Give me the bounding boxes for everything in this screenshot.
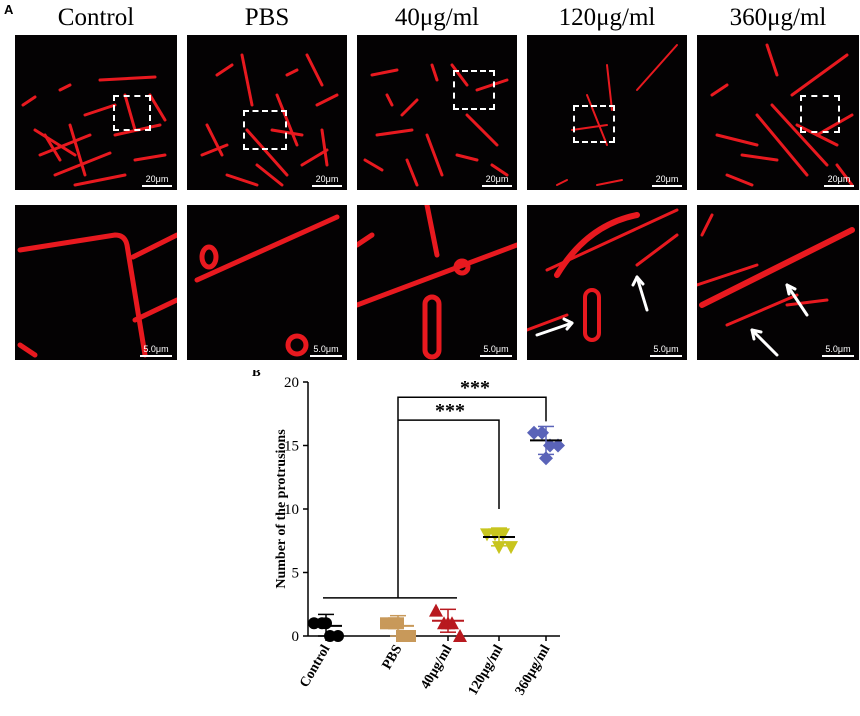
scale-bar-overview-120: 20μm [652,174,682,187]
column-label-120: 120μg/ml [558,4,656,31]
zoom-region-box [243,110,287,150]
column-label-40: 40μg/ml [394,4,480,31]
data-point [535,425,549,440]
column-label-360: 360μg/ml [729,4,827,31]
y-tick-label: 5 [292,566,300,582]
scale-label: 20μm [315,174,339,184]
scale-bar-overview-pbs: 20μm [312,174,342,187]
scale-label: 20μm [655,174,679,184]
significance-label-120: *** [435,400,465,422]
scale-bar-overview-40: 20μm [482,174,512,187]
x-tick-label: 40μg/ml [418,642,455,691]
micrograph-zoom-40: 5.0μm [357,205,517,360]
scale-label: 20μm [485,174,509,184]
scale-bar-zoom-40: 5.0μm [480,344,512,357]
micrograph-overview-40: 20μm [357,35,517,190]
scale-label: 20μm [827,174,851,184]
scale-bar-zoom-120: 5.0μm [650,344,682,357]
x-tick-label: 360μg/ml [513,642,554,698]
zoom-region-box [453,70,495,110]
panel-b-letter: B [252,370,261,379]
x-tick-label: 120μg/ml [466,642,507,698]
scale-bar-zoom-control: 5.0μm [140,344,172,357]
y-tick-label: 20 [284,375,299,391]
micrograph-zoom-360: 5.0μm [697,205,859,360]
scale-label: 5.0μm [825,344,851,354]
scale-label: 5.0μm [483,344,509,354]
y-tick-label: 15 [284,439,299,455]
zoom-region-box [573,105,615,143]
data-point [492,541,506,555]
data-point [504,541,518,555]
column-label-control: Control [57,4,135,31]
significance-bracket-360 [397,396,547,598]
y-tick-label: 0 [292,629,300,645]
micrograph-overview-control: 20μm [15,35,177,190]
micrograph-overview-pbs: 20μm [187,35,347,190]
data-point [527,425,541,440]
column-label-pbs: PBS [244,4,290,31]
significance-label-360: *** [460,377,490,399]
scale-label: 5.0μm [313,344,339,354]
panel-a-letter: A [4,2,14,17]
micrograph-zoom-120: 5.0μm [527,205,687,360]
micrograph-overview-120: 20μm [527,35,687,190]
scale-bar-overview-360: 20μm [824,174,854,187]
scale-label: 20μm [145,174,169,184]
x-tick-label: Control [297,642,333,690]
scale-bar-zoom-pbs: 5.0μm [310,344,342,357]
zoom-region-box [113,95,151,131]
y-axis-label: Number of the protrusions [274,429,289,589]
scale-label: 5.0μm [653,344,679,354]
data-point [429,603,443,617]
zoom-region-box [800,95,840,133]
scale-bar-overview-control: 20μm [142,174,172,187]
micrograph-zoom-pbs: 5.0μm [187,205,347,360]
significance-bracket-120 [398,419,500,509]
scale-bar-zoom-360: 5.0μm [822,344,854,357]
protrusion-chart: B 0 5 10 15 20 Number of the protrusions Contro… [252,370,565,698]
micrograph-overview-360: 20μm [697,35,859,190]
data-point [551,438,565,453]
scale-label: 5.0μm [143,344,169,354]
micrograph-zoom-control: 5.0μm [15,205,177,360]
data-point [453,629,467,642]
x-tick-label: PBS [380,642,406,672]
y-tick-label: 10 [284,502,299,518]
